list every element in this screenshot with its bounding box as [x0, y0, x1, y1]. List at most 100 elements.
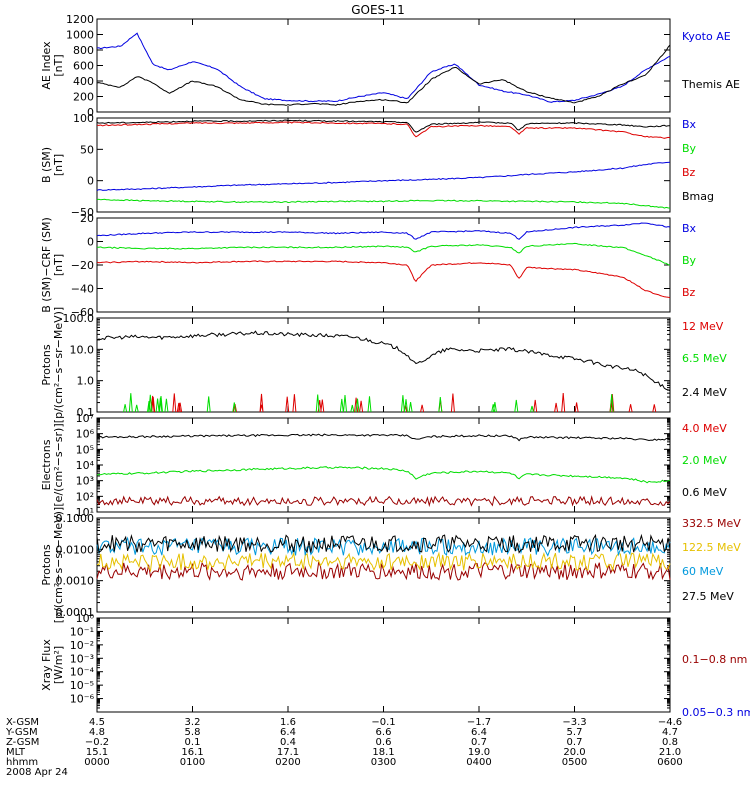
x-row-value: 0.6 — [376, 737, 392, 748]
x-row-value: 0200 — [275, 757, 300, 768]
series-line-60-mev — [96, 536, 671, 557]
legend-label: Bz — [682, 166, 696, 179]
y-tick-label: 0 — [87, 106, 94, 119]
x-row-value: 5.7 — [567, 727, 583, 738]
y-tick-label: 20 — [80, 212, 94, 225]
legend-label: By — [682, 142, 697, 155]
series-line-332-5-mev — [96, 561, 671, 581]
series-spikes-6-5-mev — [123, 393, 614, 413]
series-line-0-6-mev — [96, 433, 671, 442]
x-row-value: 6.4 — [280, 727, 296, 738]
y-tick-label: 600 — [73, 60, 94, 73]
panel-frame — [96, 617, 671, 713]
y-tick-label: 1.0 — [77, 375, 95, 388]
x-row-value: 0400 — [466, 757, 491, 768]
legend-label: Bx — [682, 118, 697, 131]
y-tick-label: 400 — [73, 75, 94, 88]
series-line-122-5-mev — [96, 551, 671, 573]
legend-label: 0.05−0.3 nm — [682, 706, 750, 719]
x-row-value: 0300 — [371, 757, 396, 768]
legend-label: Themis AE — [681, 78, 740, 91]
x-row-value: 0.8 — [662, 737, 678, 748]
legend-label: 60 MeV — [682, 565, 724, 578]
legend-label: 4.0 MeV — [682, 422, 727, 435]
y-tick-label: −50 — [71, 206, 94, 219]
y-axis-label: B (SM)−CRF (SM) — [40, 217, 53, 313]
y-tick-label: 100 — [73, 112, 94, 125]
legend-label: 12 MeV — [682, 320, 724, 333]
legend-label: 2.4 MeV — [682, 386, 727, 399]
y-tick-label: 10⁶ — [76, 428, 95, 441]
y-tick-label: 1200 — [66, 13, 94, 26]
x-row-value: −0.2 — [85, 737, 109, 748]
y-tick-label: 800 — [73, 44, 94, 57]
legend-label: 2.0 MeV — [682, 454, 727, 467]
x-row-value: −3.3 — [562, 717, 586, 728]
x-row-value: −4.6 — [658, 717, 682, 728]
series-line-bx — [96, 222, 671, 240]
y-tick-label: 10⁻⁴ — [70, 666, 95, 679]
legend-label: 122.5 MeV — [682, 541, 741, 554]
y-tick-label: 10² — [76, 490, 94, 503]
series-line-by — [96, 198, 671, 209]
panel-5: 10¹ 10² 10³ 10⁴ 10⁵ 10⁶ 10⁷ Electrons [e/(cm²−s−… — [40, 412, 727, 519]
x-row-value: 0.7 — [567, 737, 583, 748]
x-row-value: 4.7 — [662, 727, 678, 738]
series-line-2-4-mev — [96, 330, 671, 392]
legend-label: Kyoto AE — [682, 30, 731, 43]
y-tick-label: 50 — [80, 143, 94, 156]
y-tick-label: 10¹ — [76, 506, 94, 519]
x-row-value: 1.6 — [280, 717, 296, 728]
x-row-value: 5.8 — [185, 727, 201, 738]
x-row-value: 0600 — [657, 757, 682, 768]
panel-1: 0 200 400 600 800 1000 1200 AE Index [nT] Kyoto A… — [40, 13, 740, 119]
panel-6: 0.0001 0.0010 0.0100 0.1000 Protons [p/(cm²−s… — [40, 507, 741, 623]
y-axis-label: B (SM) — [40, 147, 53, 183]
series-line-27-5-mev — [96, 533, 671, 554]
y-tick-label: 0 — [87, 236, 94, 249]
y-axis-label: [nT] — [52, 154, 65, 176]
x-row-value: 16.1 — [181, 747, 203, 758]
panel-4: 0.1 1.0 10.0 100.0 Protons [p/(cm²−s−sr−MeV)]… — [40, 307, 727, 423]
legend-label: Bx — [682, 222, 697, 235]
y-axis-label: [nT] — [52, 254, 65, 276]
x-axis-table: X-GSM 4.5 3.2 1.6 −0.1 −1.7 −3.3 −4.6 Y-GSM 4.8 5.… — [5, 717, 683, 778]
y-tick-label: 10⁻⁵ — [70, 679, 94, 692]
x-row-label: X-GSM — [6, 717, 39, 728]
y-tick-label: 10⁴ — [76, 459, 95, 472]
x-row-value: 0000 — [84, 757, 109, 768]
y-tick-label: 10⁻¹ — [70, 625, 94, 638]
y-tick-label: 10⁰ — [76, 612, 95, 625]
x-row-value: 0.4 — [280, 737, 296, 748]
x-row-value: 4.5 — [89, 717, 105, 728]
legend-label: 332.5 MeV — [682, 517, 741, 530]
series-line-by — [96, 242, 671, 266]
y-tick-label: 0.0100 — [56, 543, 95, 556]
series-line-bx — [96, 161, 671, 191]
y-tick-label: −60 — [71, 306, 94, 319]
x-row-value: 15.1 — [86, 747, 108, 758]
panel-frame — [96, 517, 671, 613]
y-tick-label: 10³ — [76, 475, 94, 488]
y-axis-label: Protons — [40, 544, 53, 585]
x-row-value: 18.1 — [372, 747, 394, 758]
y-tick-label: −40 — [71, 283, 94, 296]
y-tick-label: 10⁵ — [76, 443, 94, 456]
y-axis-label: [e/(cm²−s−sr)] — [52, 423, 65, 506]
y-tick-label: 0 — [87, 175, 94, 188]
y-tick-label: 10⁻³ — [70, 652, 94, 665]
x-row-value: 17.1 — [277, 747, 299, 758]
y-tick-label: 1000 — [66, 29, 94, 42]
y-tick-label: 200 — [73, 91, 94, 104]
x-row-value: 3.2 — [185, 717, 201, 728]
x-row-label: hhmm — [6, 757, 38, 768]
y-tick-label: −20 — [71, 259, 94, 272]
series-line-bmag — [96, 119, 671, 133]
x-row-value: −1.7 — [467, 717, 491, 728]
y-axis-label: [W/m²] — [52, 646, 65, 684]
x-row-label: MLT — [6, 747, 26, 758]
y-tick-label: 10⁻⁶ — [70, 693, 95, 706]
series-line-themis-ae — [96, 44, 671, 106]
